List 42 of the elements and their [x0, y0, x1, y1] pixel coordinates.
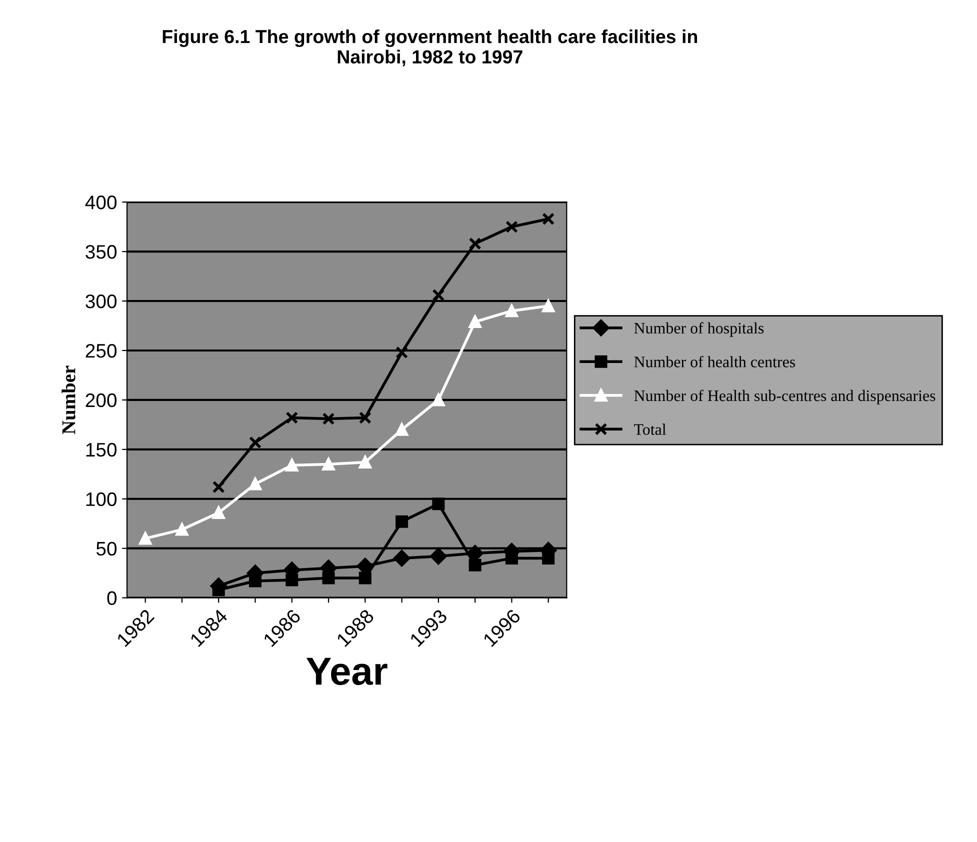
point — [248, 436, 262, 449]
point — [212, 480, 225, 494]
point — [542, 212, 555, 226]
point — [468, 558, 482, 572]
legend-label: Number of Health sub-centres and dispensaries — [634, 390, 936, 404]
point — [396, 515, 408, 528]
point — [322, 412, 335, 425]
legend-label: Number of hospitals — [634, 322, 764, 337]
y-tick-label: 50 — [96, 542, 117, 556]
point — [430, 548, 447, 565]
point — [358, 572, 372, 584]
point — [139, 532, 152, 545]
point — [394, 550, 410, 567]
point — [286, 412, 298, 424]
point — [468, 237, 482, 250]
point — [396, 423, 408, 436]
y-tick-label: 0 — [107, 591, 117, 606]
legend-label: Total — [634, 424, 666, 435]
y-tick-label: 150 — [86, 442, 117, 457]
point — [212, 506, 225, 519]
chart-title: Figure 6.1 The growth of government health care facilities in Nairobi, 1982 to 1997 — [162, 29, 698, 66]
x-axis-title: Year — [306, 658, 388, 686]
point — [505, 220, 518, 234]
y-tick-label: 350 — [86, 245, 117, 259]
point — [176, 523, 188, 536]
point — [505, 304, 518, 318]
point — [468, 316, 482, 328]
legend-label: Number of health centres — [634, 356, 796, 368]
point — [542, 300, 555, 312]
y-axis-title: Number — [62, 366, 76, 434]
point — [248, 478, 262, 490]
point — [286, 458, 298, 472]
point — [396, 346, 408, 359]
y-tick-label: 200 — [86, 393, 117, 408]
point — [432, 394, 445, 406]
y-tick-label: 300 — [86, 294, 117, 308]
point — [358, 412, 372, 424]
y-tick-label: 250 — [86, 344, 117, 358]
point — [432, 498, 445, 510]
y-tick-label: 400 — [85, 196, 117, 210]
point — [432, 288, 445, 302]
y-tick-label: 100 — [86, 492, 117, 506]
